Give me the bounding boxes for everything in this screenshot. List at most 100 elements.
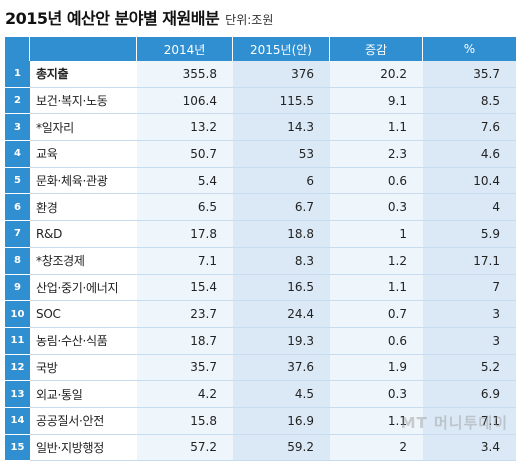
row-number: 11 [5,327,30,355]
row-category: 환경 [30,194,137,222]
table-row: 3 *일자리 13.2 14.3 1.1 7.6 [5,114,516,142]
row-change: 0.3 [330,194,423,222]
row-value-2014: 57.2 [137,434,233,461]
row-percent: 7 [423,274,516,302]
row-value-2015: 6.7 [233,194,330,222]
row-category: 보건·복지·노동 [30,87,137,115]
table-body: 1 총지출 355.8 376 20.2 35.7 2 보건·복지·노동 106.4 115.5 9… [5,61,516,461]
table-row: 14 공공질서·안전 15.8 16.9 1.1 7.1 [5,407,516,435]
row-change: 1.2 [330,247,423,275]
row-value-2014: 355.8 [137,61,233,88]
page-title: 2015년 예산안 분야별 재원배분 [5,9,220,28]
row-value-2015: 376 [233,61,330,88]
row-number: 5 [5,167,30,195]
table-row: 9 산업·중기·에너지 15.4 16.5 1.1 7 [5,274,516,302]
row-category: 외교·통일 [30,381,137,408]
watermark-logo: MT 머니투데이 [400,414,508,432]
table-row: 5 문화·체육·관광 5.4 6 0.6 10.4 [5,167,516,195]
row-category: *일자리 [30,114,137,142]
header-2015: 2015년(안) [233,37,330,61]
row-value-2014: 106.4 [137,87,233,115]
row-percent: 6.9 [423,381,516,408]
unit-label: 단위:조원 [225,13,274,27]
row-change: 2 [330,434,423,461]
table-row: 10 SOC 23.7 24.4 0.7 3 [5,301,516,328]
table-row: 12 국방 35.7 37.6 1.9 5.2 [5,354,516,382]
row-value-2014: 15.8 [137,407,233,435]
row-change: 1.1 [330,274,423,302]
header-percent: % [423,37,516,61]
table-row: 15 일반·지방행정 57.2 59.2 2 3.4 [5,434,516,461]
row-value-2014: 35.7 [137,354,233,382]
row-change: 1.1 [330,407,423,435]
row-value-2014: 6.5 [137,194,233,222]
row-value-2015: 6 [233,167,330,195]
row-value-2014: 50.7 [137,141,233,168]
row-category: 문화·체육·관광 [30,167,137,195]
row-number: 7 [5,221,30,248]
header-number [5,37,30,61]
row-value-2014: 17.8 [137,221,233,248]
row-value-2015: 16.9 [233,407,330,435]
header-change: 증감 [330,37,423,61]
row-change: 0.6 [330,167,423,195]
row-value-2014: 5.4 [137,167,233,195]
row-category: SOC [30,301,137,328]
row-value-2014: 23.7 [137,301,233,328]
row-number: 14 [5,407,30,435]
row-category: 국방 [30,354,137,382]
header-2014: 2014년 [137,37,233,61]
table-row: 11 농림·수산·식품 18.7 19.3 0.6 3 [5,327,516,355]
row-value-2015: 115.5 [233,87,330,115]
row-number: 1 [5,61,30,88]
row-change: 0.7 [330,301,423,328]
row-category: 농림·수산·식품 [30,327,137,355]
row-percent: 7.6 [423,114,516,142]
row-change: 1.1 [330,114,423,142]
row-change: 1.9 [330,354,423,382]
row-percent: 17.1 [423,247,516,275]
row-percent: 5.9 [423,221,516,248]
row-percent: 3.4 [423,434,516,461]
row-percent: 5.2 [423,354,516,382]
row-percent: 4 [423,194,516,222]
row-category: 일반·지방행정 [30,434,137,461]
row-percent: 35.7 [423,61,516,88]
row-number: 13 [5,381,30,408]
row-number: 12 [5,354,30,382]
row-number: 9 [5,274,30,302]
row-value-2015: 14.3 [233,114,330,142]
row-percent: 3 [423,327,516,355]
table-row: 4 교육 50.7 53 2.3 4.6 [5,141,516,168]
table-row: 13 외교·통일 4.2 4.5 0.3 6.9 [5,381,516,408]
row-category: 산업·중기·에너지 [30,274,137,302]
budget-table: 2014년 2015년(안) 증감 % 1 총지출 355.8 376 20.2 35.7… [5,37,516,461]
row-value-2015: 18.8 [233,221,330,248]
row-category: 총지출 [30,61,137,88]
row-value-2014: 13.2 [137,114,233,142]
row-percent: 7.1 [423,407,516,435]
row-value-2014: 18.7 [137,327,233,355]
title-bar: 2015년 예산안 분야별 재원배분 단위:조원 [5,5,273,31]
row-change: 1 [330,221,423,248]
row-number: 8 [5,247,30,275]
row-category: R&D [30,221,137,248]
table-row: 6 환경 6.5 6.7 0.3 4 [5,194,516,222]
row-number: 3 [5,114,30,142]
table-row: 7 R&D 17.8 18.8 1 5.9 [5,221,516,248]
table-row: 1 총지출 355.8 376 20.2 35.7 [5,61,516,88]
row-change: 2.3 [330,141,423,168]
row-value-2015: 24.4 [233,301,330,328]
row-category: *창조경제 [30,247,137,275]
row-value-2015: 4.5 [233,381,330,408]
row-value-2015: 8.3 [233,247,330,275]
row-value-2015: 59.2 [233,434,330,461]
row-change: 0.6 [330,327,423,355]
row-percent: 10.4 [423,167,516,195]
row-change: 9.1 [330,87,423,115]
row-percent: 4.6 [423,141,516,168]
row-percent: 3 [423,301,516,328]
row-category: 공공질서·안전 [30,407,137,435]
table-row: 8 *창조경제 7.1 8.3 1.2 17.1 [5,247,516,275]
row-value-2015: 16.5 [233,274,330,302]
